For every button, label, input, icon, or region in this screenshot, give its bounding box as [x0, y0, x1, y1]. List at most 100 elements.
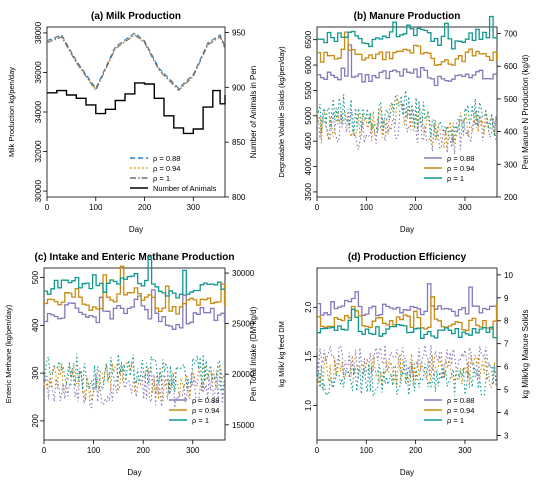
panel-title: (d) Production Efficiency [348, 252, 467, 263]
y-tick-label: 400 [31, 318, 40, 332]
series-line [316, 101, 497, 155]
series-line [317, 296, 498, 332]
panel-3: (c) Intake and Enteric Methane Productio… [4, 252, 258, 477]
legend-label: ρ = 1 [192, 416, 209, 425]
series-line [46, 33, 226, 91]
x-tick-label: 100 [360, 203, 374, 212]
legend-label: ρ = 0.94 [447, 164, 474, 173]
series-line [44, 289, 226, 330]
y-right-tick-label: 4 [504, 408, 509, 417]
x-tick-label: 200 [138, 203, 152, 212]
legend: ρ = 0.88ρ = 0.94ρ = 1 [169, 396, 219, 425]
panel-title: (b) Manure Production [354, 11, 461, 22]
panel-title: (c) Intake and Enteric Methane Productio… [34, 252, 234, 263]
y-right-tick-label: 700 [504, 30, 518, 39]
legend-label: ρ = 0.94 [192, 406, 219, 415]
y-right-tick-label: 30000 [232, 269, 255, 278]
series-line [316, 344, 497, 380]
x-tick-label: 100 [360, 446, 374, 455]
y-right-tick-label: 10 [504, 271, 513, 280]
x-axis-label: Day [400, 468, 414, 477]
y-axis-label: Degradable Volatile Solids (kg/pen/day) [277, 46, 286, 178]
y-right-tick-label: 800 [232, 193, 246, 202]
x-tick-label: 200 [409, 446, 423, 455]
y-right-tick-label: 950 [232, 28, 246, 37]
y-tick-label: 6500 [304, 30, 313, 48]
series-line [316, 90, 497, 144]
y-right-tick-label: 7 [504, 340, 509, 349]
y-tick-label: 4500 [304, 132, 313, 150]
y-tick-label: 500 [31, 270, 40, 284]
y-tick-label: 1.0 [304, 399, 313, 411]
panel-4: (d) Production Efficiency 0 100 200 300 Day 1.… [277, 252, 530, 477]
plot-frame [43, 267, 226, 441]
x-axis-label: Day [129, 225, 143, 234]
x-tick-label: 100 [87, 446, 101, 455]
y-right-tick-label: 500 [504, 95, 518, 104]
series-line [317, 15, 498, 50]
legend: ρ = 0.88ρ = 0.94ρ = 1 [424, 154, 474, 183]
y-right-tick-label: 20000 [232, 370, 255, 379]
y-tick-label: 2.0 [304, 301, 313, 313]
x-tick-label: 300 [186, 446, 200, 455]
series-line [316, 353, 497, 389]
panel-2: (b) Manure Production 0 100 200 300 Day 3500 40… [277, 11, 530, 234]
legend: ρ = 0.88ρ = 0.94ρ = 1 [424, 396, 474, 425]
series-line [316, 97, 497, 151]
y-tick-label: 4000 [304, 157, 313, 175]
y-right-tick-label: 6 [504, 363, 509, 372]
y-right-tick-label: 400 [504, 128, 518, 137]
legend-label: ρ = 0.88 [447, 154, 474, 163]
x-tick-label: 0 [45, 203, 50, 212]
y-right-tick-label: 900 [232, 83, 246, 92]
series-line [46, 32, 226, 90]
legend-label: ρ = 0.88 [447, 396, 474, 405]
y-right-tick-label: 850 [232, 138, 246, 147]
panel-1: (a) Milk Production 0 100 200 300 Day 30000 320… [7, 11, 258, 234]
series-line [44, 265, 226, 315]
y-tick-label: 5000 [304, 106, 313, 124]
series-line [47, 82, 226, 135]
plot-frame [316, 267, 498, 441]
plot-frame [46, 26, 226, 198]
y-right-tick-label: 5 [504, 386, 509, 395]
y-right-tick-label: 200 [504, 193, 518, 202]
x-tick-label: 0 [315, 203, 320, 212]
series-line [317, 44, 498, 87]
y-right-tick-label: 9 [504, 294, 509, 303]
x-axis-label: Day [400, 225, 414, 234]
series-line [43, 359, 225, 402]
y-tick-label: 200 [31, 414, 40, 428]
y-axis-label: kg Milk/ kg feed DM [277, 321, 286, 387]
y-tick-label: 6000 [304, 56, 313, 74]
series-line [317, 308, 498, 339]
legend-label: ρ = 0.94 [447, 406, 474, 415]
series-line [317, 31, 498, 66]
x-tick-label: 200 [136, 446, 150, 455]
y-tick-label: 30000 [34, 179, 43, 202]
x-axis-label: Day [127, 468, 141, 477]
legend-label: ρ = 0.88 [153, 154, 180, 163]
y-right-tick-label: 25000 [232, 320, 255, 329]
y-right-tick-label: 8 [504, 317, 509, 326]
y-right-tick-label: 300 [504, 160, 518, 169]
y-right-axis-label: kg Milk/kg Manure Solids [521, 310, 530, 399]
x-tick-label: 300 [458, 203, 472, 212]
y-axis-label: Milk Production kg/pen/day [7, 67, 16, 157]
y-right-axis-label: Pen Manure N Production (kg/d) [521, 54, 530, 169]
y-tick-label: 34000 [34, 100, 43, 123]
series-line [316, 361, 497, 397]
y-tick-label: 38000 [34, 21, 43, 44]
x-tick-label: 100 [89, 203, 103, 212]
legend-label: ρ = 1 [447, 416, 464, 425]
panel-title: (a) Milk Production [91, 11, 181, 22]
y-tick-label: 5500 [304, 81, 313, 99]
y-tick-label: 36000 [34, 61, 43, 84]
legend-label: ρ = 1 [153, 174, 170, 183]
x-tick-label: 300 [458, 446, 472, 455]
y-tick-label: 1.5 [304, 350, 313, 362]
legend-label: Number of Animals [153, 184, 217, 193]
legend-label: ρ = 1 [447, 174, 464, 183]
